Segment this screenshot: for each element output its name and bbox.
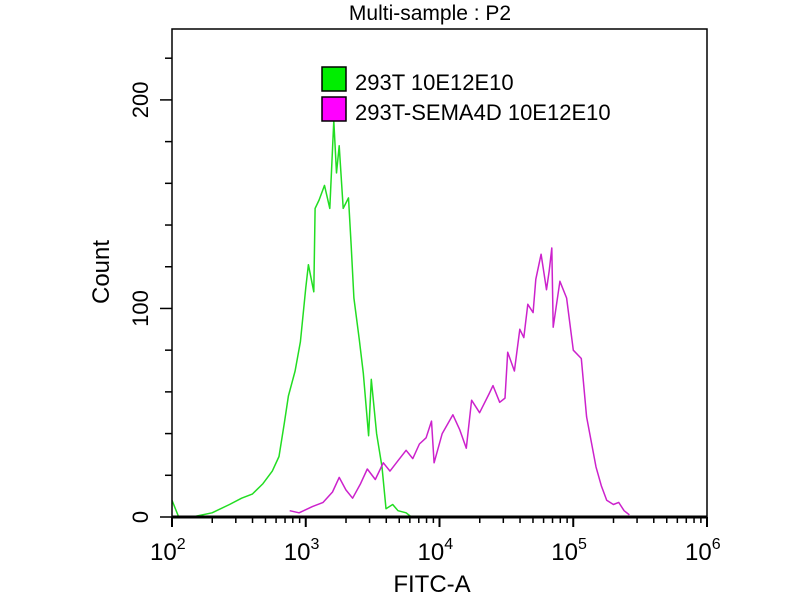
series-layer xyxy=(171,120,630,518)
y-tick-label: 100 xyxy=(128,290,153,327)
x-tick-label: 102 xyxy=(150,536,186,566)
series-line-1 xyxy=(289,247,630,516)
x-tick-label: 103 xyxy=(284,536,320,566)
legend-swatch-green xyxy=(321,66,347,92)
legend-label-293t-sema4d: 293T-SEMA4D 10E12E10 xyxy=(355,100,611,125)
series-line-0 xyxy=(171,120,420,518)
y-tick-label: 200 xyxy=(128,82,153,119)
y-tick-label: 0 xyxy=(128,511,153,523)
chart-title: Multi-sample : P2 xyxy=(349,2,511,25)
legend-label-293t: 293T 10E12E10 xyxy=(355,70,514,95)
x-axis-label: FITC-A xyxy=(393,571,470,598)
x-tick-label: 104 xyxy=(418,536,454,566)
legend-swatch-magenta xyxy=(321,96,347,122)
x-tick-label: 106 xyxy=(685,536,721,566)
ticks-layer: 0 100 200 102 103 104 105 106 xyxy=(128,57,721,566)
y-axis-label: Count xyxy=(88,240,115,304)
legend: 293T 10E12E10 293T-SEMA4D 10E12E10 xyxy=(321,66,611,125)
x-tick-label: 105 xyxy=(551,536,587,566)
